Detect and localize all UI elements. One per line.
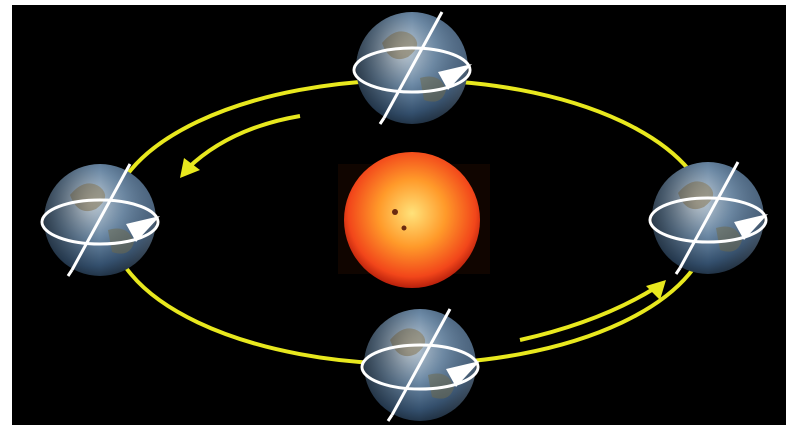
sunspot — [392, 209, 398, 215]
page: (() => { const data = JSON.parse(documen… — [0, 0, 796, 437]
diagram — [0, 0, 796, 437]
sunspot — [402, 226, 407, 231]
sun — [344, 152, 480, 288]
